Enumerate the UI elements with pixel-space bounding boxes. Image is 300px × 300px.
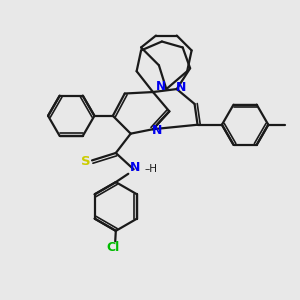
- Text: N: N: [156, 80, 166, 93]
- Text: S: S: [81, 155, 91, 168]
- Text: –H: –H: [145, 164, 158, 174]
- Text: N: N: [130, 161, 140, 174]
- Text: N: N: [152, 124, 163, 137]
- Text: Cl: Cl: [106, 241, 119, 254]
- Text: N: N: [176, 81, 186, 94]
